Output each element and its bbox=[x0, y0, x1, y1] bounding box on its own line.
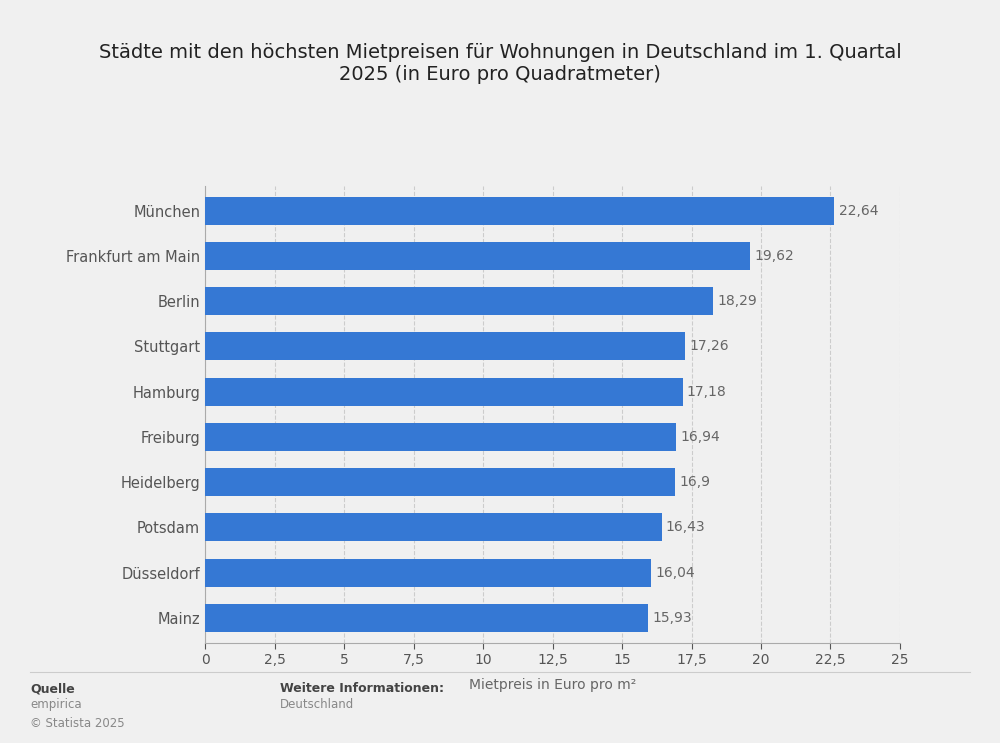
Bar bbox=[205, 332, 685, 360]
Bar bbox=[205, 242, 750, 270]
Bar bbox=[205, 604, 648, 632]
Text: empirica
© Statista 2025: empirica © Statista 2025 bbox=[30, 698, 125, 730]
Text: Quelle: Quelle bbox=[30, 682, 75, 695]
X-axis label: Mietpreis in Euro pro m²: Mietpreis in Euro pro m² bbox=[469, 678, 636, 692]
Text: 15,93: 15,93 bbox=[652, 611, 692, 625]
Bar bbox=[205, 197, 834, 224]
Text: 17,18: 17,18 bbox=[687, 385, 727, 398]
Text: 16,43: 16,43 bbox=[666, 520, 706, 534]
Text: 22,64: 22,64 bbox=[839, 204, 878, 218]
Text: Weitere Informationen:: Weitere Informationen: bbox=[280, 682, 444, 695]
Text: Städte mit den höchsten Mietpreisen für Wohnungen in Deutschland im 1. Quartal
2: Städte mit den höchsten Mietpreisen für … bbox=[99, 42, 901, 84]
Bar bbox=[205, 559, 651, 586]
Bar bbox=[205, 377, 683, 406]
Text: 19,62: 19,62 bbox=[755, 249, 794, 263]
Text: 18,29: 18,29 bbox=[718, 294, 757, 308]
Bar bbox=[205, 287, 713, 315]
Text: 16,04: 16,04 bbox=[655, 565, 695, 580]
Bar bbox=[205, 423, 676, 451]
Text: Deutschland: Deutschland bbox=[280, 698, 354, 711]
Bar bbox=[205, 513, 662, 542]
Text: 17,26: 17,26 bbox=[689, 340, 729, 354]
Text: 16,9: 16,9 bbox=[679, 475, 710, 489]
Text: 16,94: 16,94 bbox=[680, 430, 720, 444]
Bar bbox=[205, 468, 675, 496]
